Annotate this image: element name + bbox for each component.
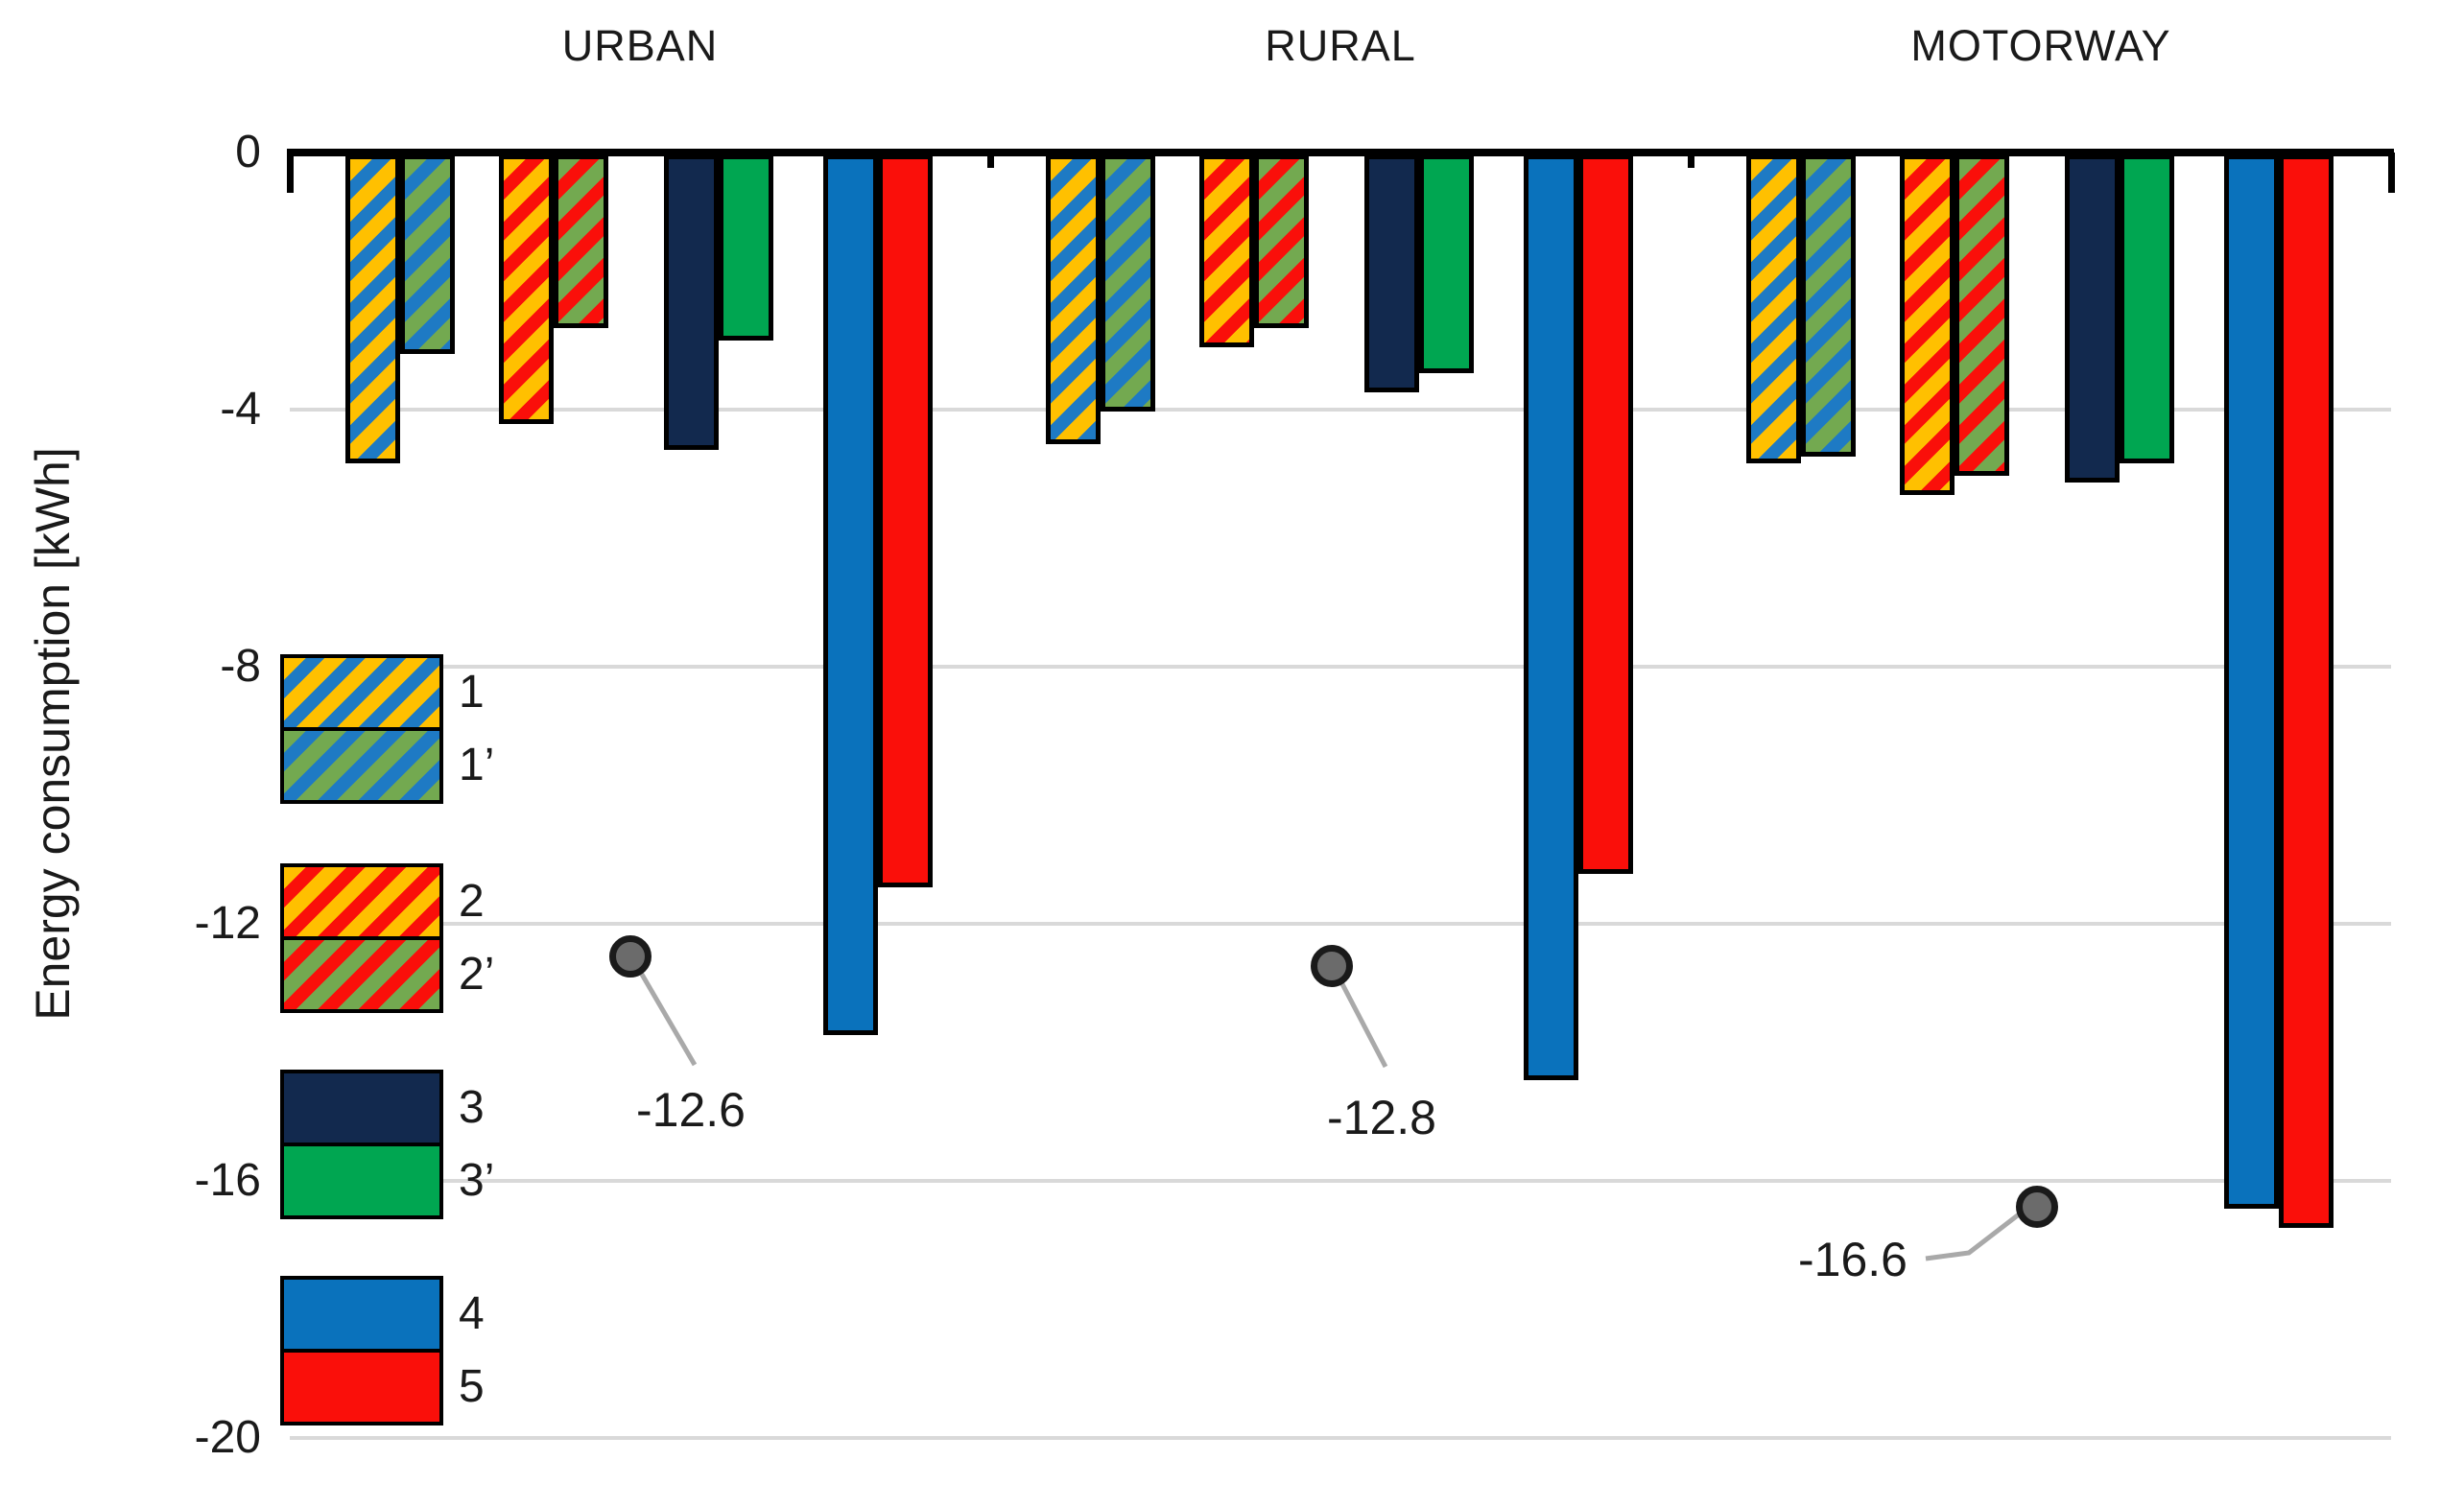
gridline--8 xyxy=(290,665,2391,669)
y-tick-label: -16 xyxy=(194,1155,261,1206)
callout-dot-rural xyxy=(1311,944,1353,987)
y-tick-label: 0 xyxy=(235,127,261,177)
y-tick-label: -8 xyxy=(220,641,261,692)
bar-rural-4 xyxy=(1524,154,1578,1080)
callout-dot-urban xyxy=(609,934,652,978)
callout-dot-motorway xyxy=(2016,1185,2058,1228)
leader-line-rural xyxy=(1338,978,1388,1069)
callout-label-rural: -12.8 xyxy=(1327,1091,1436,1144)
legend-label-2-prime: 2’ xyxy=(459,949,495,1000)
gridline--12 xyxy=(290,922,2391,926)
legend-label-3-prime: 3’ xyxy=(459,1155,495,1206)
legend-swatch-2 xyxy=(280,863,443,940)
bar-urban-3-prime xyxy=(719,154,773,341)
bar-rural-2-prime xyxy=(1254,154,1309,328)
gridline--4 xyxy=(290,408,2391,412)
bar-urban-3 xyxy=(664,154,719,450)
y-tick-label: -4 xyxy=(220,384,261,435)
y-tick-label: -20 xyxy=(194,1412,261,1463)
legend-label-4: 4 xyxy=(459,1288,485,1339)
legend-swatch-3-prime xyxy=(280,1143,443,1219)
leader-line-urban xyxy=(638,971,698,1067)
axis-tick-2 xyxy=(1688,153,1694,168)
legend-label-1: 1 xyxy=(459,667,485,718)
bar-motorway-1 xyxy=(1746,154,1801,463)
x-axis-line xyxy=(287,149,2394,156)
bar-rural-1 xyxy=(1046,154,1101,444)
bar-motorway-3 xyxy=(2065,154,2120,483)
legend-label-3: 3 xyxy=(459,1082,485,1133)
bar-motorway-3-prime xyxy=(2120,154,2174,463)
leader-line-motorway xyxy=(1925,1213,2021,1261)
axis-tick-0 xyxy=(287,153,294,193)
bar-rural-3 xyxy=(1364,154,1419,392)
legend-swatch-1-prime xyxy=(280,727,443,804)
legend-label-1-prime: 1’ xyxy=(459,740,495,790)
legend-swatch-4 xyxy=(280,1276,443,1353)
gridline--20 xyxy=(290,1436,2391,1440)
bar-motorway-2 xyxy=(1900,154,1955,495)
legend-swatch-5 xyxy=(280,1349,443,1426)
callout-label-motorway: -16.6 xyxy=(1798,1233,1907,1286)
group-title-rural: RURAL xyxy=(1265,21,1416,70)
axis-tick-3 xyxy=(2388,153,2395,193)
bar-rural-2 xyxy=(1199,154,1254,347)
legend-label-5: 5 xyxy=(459,1361,485,1412)
bar-rural-3-prime xyxy=(1419,154,1474,373)
legend-swatch-3 xyxy=(280,1070,443,1146)
bar-motorway-5 xyxy=(2279,154,2334,1228)
legend-swatch-1 xyxy=(280,654,443,731)
group-title-urban: URBAN xyxy=(561,21,719,70)
bar-motorway-1-prime xyxy=(1801,154,1856,457)
bar-urban-1-prime xyxy=(400,154,455,354)
legend-swatch-2-prime xyxy=(280,936,443,1013)
bar-urban-2-prime xyxy=(554,154,608,328)
bar-rural-5 xyxy=(1578,154,1633,874)
axis-tick-1 xyxy=(987,153,994,168)
bar-urban-2 xyxy=(499,154,554,424)
legend-label-2: 2 xyxy=(459,876,485,927)
bar-motorway-2-prime xyxy=(1955,154,2009,476)
bar-urban-4 xyxy=(823,154,878,1035)
callout-label-urban: -12.6 xyxy=(636,1083,746,1137)
gridline--16 xyxy=(290,1179,2391,1183)
y-tick-label: -12 xyxy=(194,898,261,949)
bar-rural-1-prime xyxy=(1101,154,1155,412)
bar-urban-1 xyxy=(345,154,400,463)
group-title-motorway: MOTORWAY xyxy=(1910,21,2171,70)
bar-motorway-4 xyxy=(2224,154,2279,1209)
bar-urban-5 xyxy=(878,154,933,887)
